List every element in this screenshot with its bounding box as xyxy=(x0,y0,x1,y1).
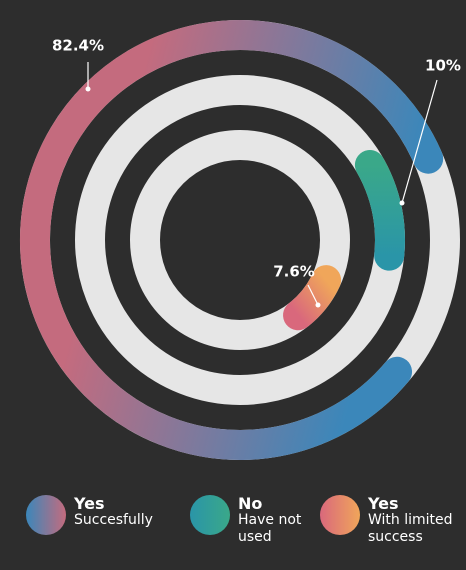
leader-dot xyxy=(399,200,405,206)
legend-description: Have not used xyxy=(238,512,302,545)
value-label: 7.6% xyxy=(273,263,315,281)
ring-track xyxy=(130,130,350,350)
ring-arc xyxy=(283,265,342,331)
leader-line xyxy=(401,79,438,204)
legend-description: Succesfully xyxy=(74,512,153,528)
leader-dot xyxy=(315,302,321,308)
value-label: 82.4% xyxy=(52,37,104,55)
legend-name: No xyxy=(238,494,263,513)
legend-description: With limited success xyxy=(368,512,453,545)
legend-text: No Have not used xyxy=(238,495,338,546)
legend-text: Yes With limited success xyxy=(368,495,466,546)
leader-line xyxy=(307,284,319,306)
ring-arc xyxy=(20,20,444,460)
legend-name: Yes xyxy=(74,494,105,513)
legend-item: Yes With limited success xyxy=(320,495,466,546)
ring-arc xyxy=(354,150,405,271)
legend-name: Yes xyxy=(368,494,399,513)
legend-swatch xyxy=(190,495,230,535)
legend: Yes Succesfully No Have not used Yes With l… xyxy=(26,495,466,570)
legend-item: No Have not used xyxy=(190,495,338,546)
legend-item: Yes Succesfully xyxy=(26,495,174,535)
legend-swatch xyxy=(26,495,66,535)
legend-swatch xyxy=(320,495,360,535)
value-label: 10% xyxy=(425,57,461,75)
leader-dot xyxy=(85,86,91,92)
legend-text: Yes Succesfully xyxy=(74,495,174,535)
